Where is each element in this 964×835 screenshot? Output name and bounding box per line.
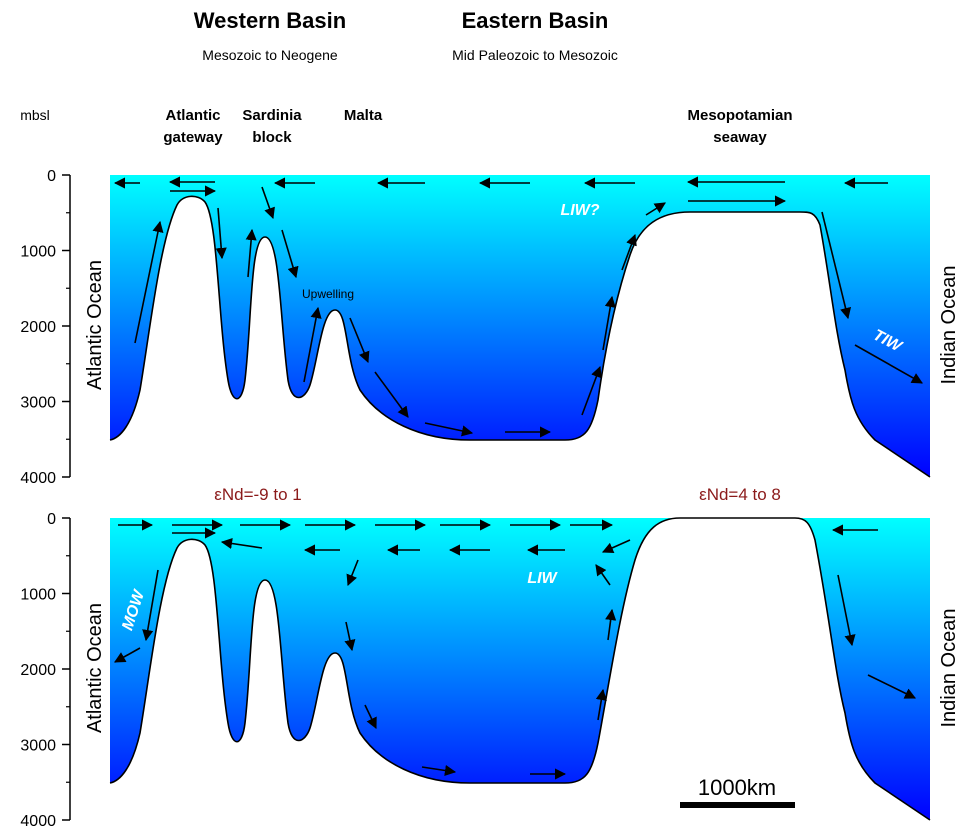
y-tick-label: 4000 <box>20 813 56 830</box>
y-axis: 0 1000 2000 3000 4000 <box>20 511 71 830</box>
annotation: LIW? <box>560 202 599 219</box>
panel-bottom: MOW LIW Atlantic Ocean Indian Ocean 0100… <box>20 511 960 830</box>
annotation: LIW <box>527 570 558 587</box>
y-tick-label: 3000 <box>20 738 56 755</box>
right-label: Indian Ocean <box>938 609 960 728</box>
location: Mesopotamian <box>687 107 792 124</box>
location: seaway <box>713 129 767 146</box>
epsilon-label: εNd=-9 to 1 <box>214 485 301 504</box>
location: gateway <box>163 129 223 146</box>
y-tick-label: 4000 <box>20 470 56 487</box>
panel-top: Upwelling LIW? TIW Atlantic Ocean Indian… <box>20 168 960 487</box>
location: block <box>252 129 292 146</box>
seafloor <box>109 195 931 478</box>
western-subtitle: Mesozoic to Neogene <box>202 47 338 63</box>
arrows <box>114 519 917 780</box>
y-tick-label: 1000 <box>20 244 56 261</box>
western-title: Western Basin <box>194 8 346 33</box>
eastern-subtitle: Mid Paleozoic to Mesozoic <box>452 47 618 63</box>
y-tick-label: 3000 <box>20 395 56 412</box>
left-label: Atlantic Ocean <box>84 603 106 733</box>
seafloor <box>109 517 931 821</box>
eastern-title: Eastern Basin <box>462 8 609 33</box>
left-label: Atlantic Ocean <box>84 260 106 390</box>
location: Atlantic <box>165 107 220 124</box>
y-tick-label: 0 <box>47 511 56 528</box>
y-tick-label: 2000 <box>20 662 56 679</box>
right-label: Indian Ocean <box>938 266 960 385</box>
location: Sardinia <box>242 107 302 124</box>
y-tick-label: 1000 <box>20 587 56 604</box>
water <box>110 518 930 820</box>
arrows <box>113 176 923 438</box>
y-tick-label: 0 <box>47 168 56 185</box>
scale-bar-label: 1000km <box>698 775 776 800</box>
epsilon-label: εNd=4 to 8 <box>699 485 781 504</box>
location: Malta <box>344 107 383 124</box>
y-axis: 0 1000 2000 3000 4000 <box>20 168 71 487</box>
axis-label: mbsl <box>20 107 50 123</box>
water <box>110 175 930 477</box>
annotation: Upwelling <box>302 287 354 301</box>
y-tick-label: 2000 <box>20 319 56 336</box>
